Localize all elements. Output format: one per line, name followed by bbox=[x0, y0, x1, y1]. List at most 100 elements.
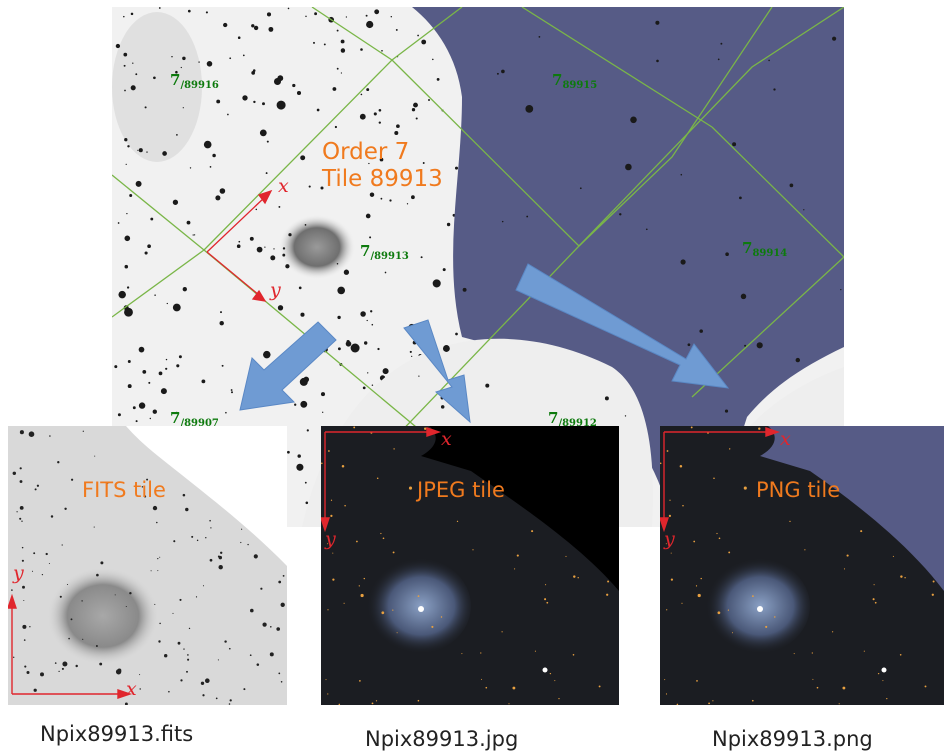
star bbox=[238, 240, 241, 243]
star bbox=[162, 151, 167, 156]
star bbox=[48, 562, 50, 565]
star bbox=[262, 102, 265, 106]
star bbox=[200, 681, 205, 685]
star bbox=[23, 599, 25, 602]
star bbox=[215, 697, 218, 700]
star bbox=[384, 271, 387, 274]
jpeg-axis-x-label: x bbox=[441, 428, 452, 450]
star bbox=[682, 505, 684, 507]
star bbox=[21, 546, 24, 549]
star bbox=[350, 343, 360, 353]
star bbox=[296, 90, 302, 96]
star bbox=[82, 430, 84, 432]
star bbox=[75, 664, 78, 668]
star bbox=[545, 584, 547, 586]
star bbox=[220, 311, 222, 314]
star bbox=[209, 519, 211, 522]
star bbox=[501, 220, 504, 223]
star bbox=[892, 555, 894, 557]
star bbox=[127, 384, 132, 389]
star bbox=[11, 589, 13, 591]
star bbox=[253, 100, 256, 104]
star bbox=[237, 36, 241, 39]
star bbox=[24, 665, 27, 668]
star bbox=[19, 467, 22, 470]
star bbox=[177, 641, 181, 645]
star bbox=[236, 244, 241, 249]
star bbox=[882, 680, 884, 682]
star bbox=[334, 125, 337, 129]
star bbox=[417, 595, 420, 598]
star bbox=[126, 286, 130, 289]
star bbox=[456, 520, 459, 523]
star bbox=[227, 113, 229, 116]
star bbox=[68, 637, 70, 640]
star bbox=[125, 163, 127, 166]
star bbox=[305, 501, 309, 505]
star bbox=[243, 688, 246, 691]
star bbox=[13, 656, 15, 658]
star bbox=[156, 521, 158, 524]
star bbox=[838, 703, 840, 705]
star bbox=[210, 527, 212, 529]
star bbox=[720, 42, 723, 45]
star bbox=[789, 520, 791, 523]
star bbox=[332, 552, 334, 554]
star bbox=[146, 151, 148, 153]
star bbox=[216, 99, 221, 104]
fits-tile-panel: FITS tile y x bbox=[8, 426, 287, 705]
star bbox=[300, 155, 306, 161]
star bbox=[144, 106, 147, 109]
star bbox=[247, 543, 249, 546]
star bbox=[873, 584, 875, 586]
star bbox=[341, 464, 345, 468]
star bbox=[512, 686, 516, 690]
tile-id-89907: 7/89907 bbox=[170, 409, 219, 429]
star bbox=[442, 268, 446, 272]
star bbox=[679, 464, 683, 468]
star bbox=[336, 67, 339, 70]
star bbox=[690, 426, 693, 429]
star bbox=[159, 556, 161, 558]
star bbox=[251, 24, 255, 28]
star bbox=[666, 450, 669, 452]
star bbox=[202, 694, 205, 697]
star bbox=[480, 652, 482, 654]
star bbox=[446, 222, 451, 227]
star bbox=[378, 121, 381, 124]
star bbox=[182, 56, 186, 61]
star bbox=[695, 585, 698, 587]
star bbox=[340, 39, 345, 44]
star bbox=[82, 638, 84, 640]
star bbox=[209, 558, 213, 562]
star bbox=[411, 355, 413, 357]
star bbox=[273, 77, 282, 86]
fits-axis-x-label: x bbox=[126, 678, 137, 700]
star bbox=[656, 59, 659, 63]
star bbox=[356, 540, 358, 543]
star bbox=[157, 558, 159, 560]
star bbox=[579, 187, 582, 190]
star bbox=[251, 71, 256, 75]
star bbox=[260, 587, 263, 590]
star bbox=[436, 77, 440, 81]
star bbox=[54, 662, 57, 664]
star bbox=[278, 580, 282, 584]
axis-x-arrowhead bbox=[257, 189, 273, 205]
star bbox=[717, 58, 720, 61]
star bbox=[228, 703, 231, 705]
star bbox=[198, 61, 200, 63]
star bbox=[209, 166, 212, 168]
jpeg-caption: Npix89913.jpg bbox=[365, 727, 519, 751]
star bbox=[353, 426, 356, 429]
star bbox=[157, 570, 159, 572]
star bbox=[276, 100, 286, 110]
star bbox=[577, 577, 579, 579]
star bbox=[904, 577, 906, 579]
star bbox=[422, 162, 425, 164]
star bbox=[322, 411, 324, 413]
star bbox=[687, 343, 691, 347]
arrow-to-jpeg bbox=[403, 319, 471, 424]
axis-x-label: x bbox=[278, 175, 289, 197]
star bbox=[45, 552, 48, 556]
